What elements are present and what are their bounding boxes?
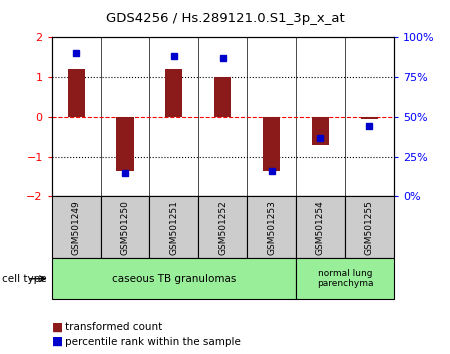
Bar: [345, 196, 394, 258]
Bar: [165, 69, 182, 117]
Text: GDS4256 / Hs.289121.0.S1_3p_x_at: GDS4256 / Hs.289121.0.S1_3p_x_at: [106, 12, 344, 25]
Bar: [312, 117, 329, 145]
Text: percentile rank within the sample: percentile rank within the sample: [65, 337, 241, 347]
Text: transformed count: transformed count: [65, 322, 162, 332]
Bar: [52, 196, 101, 258]
Text: GSM501250: GSM501250: [121, 200, 130, 255]
Text: GSM501255: GSM501255: [365, 200, 374, 255]
Text: normal lung
parenchyma: normal lung parenchyma: [317, 269, 373, 289]
Text: GSM501249: GSM501249: [72, 200, 81, 255]
Bar: [361, 117, 378, 119]
Text: GSM501251: GSM501251: [169, 200, 178, 255]
Text: GSM501254: GSM501254: [316, 200, 325, 255]
Bar: [296, 196, 345, 258]
Bar: [101, 196, 149, 258]
Bar: [68, 69, 85, 117]
Bar: [214, 77, 231, 117]
Bar: [263, 117, 280, 171]
Text: ■: ■: [52, 335, 63, 348]
Text: ■: ■: [52, 321, 63, 334]
Bar: [52, 258, 296, 299]
Text: caseous TB granulomas: caseous TB granulomas: [112, 274, 236, 284]
Text: cell type: cell type: [2, 274, 47, 284]
Bar: [296, 258, 394, 299]
Text: GSM501252: GSM501252: [218, 200, 227, 255]
Bar: [149, 196, 198, 258]
Text: GSM501253: GSM501253: [267, 200, 276, 255]
Bar: [247, 196, 296, 258]
Bar: [198, 196, 247, 258]
Bar: [117, 117, 134, 171]
